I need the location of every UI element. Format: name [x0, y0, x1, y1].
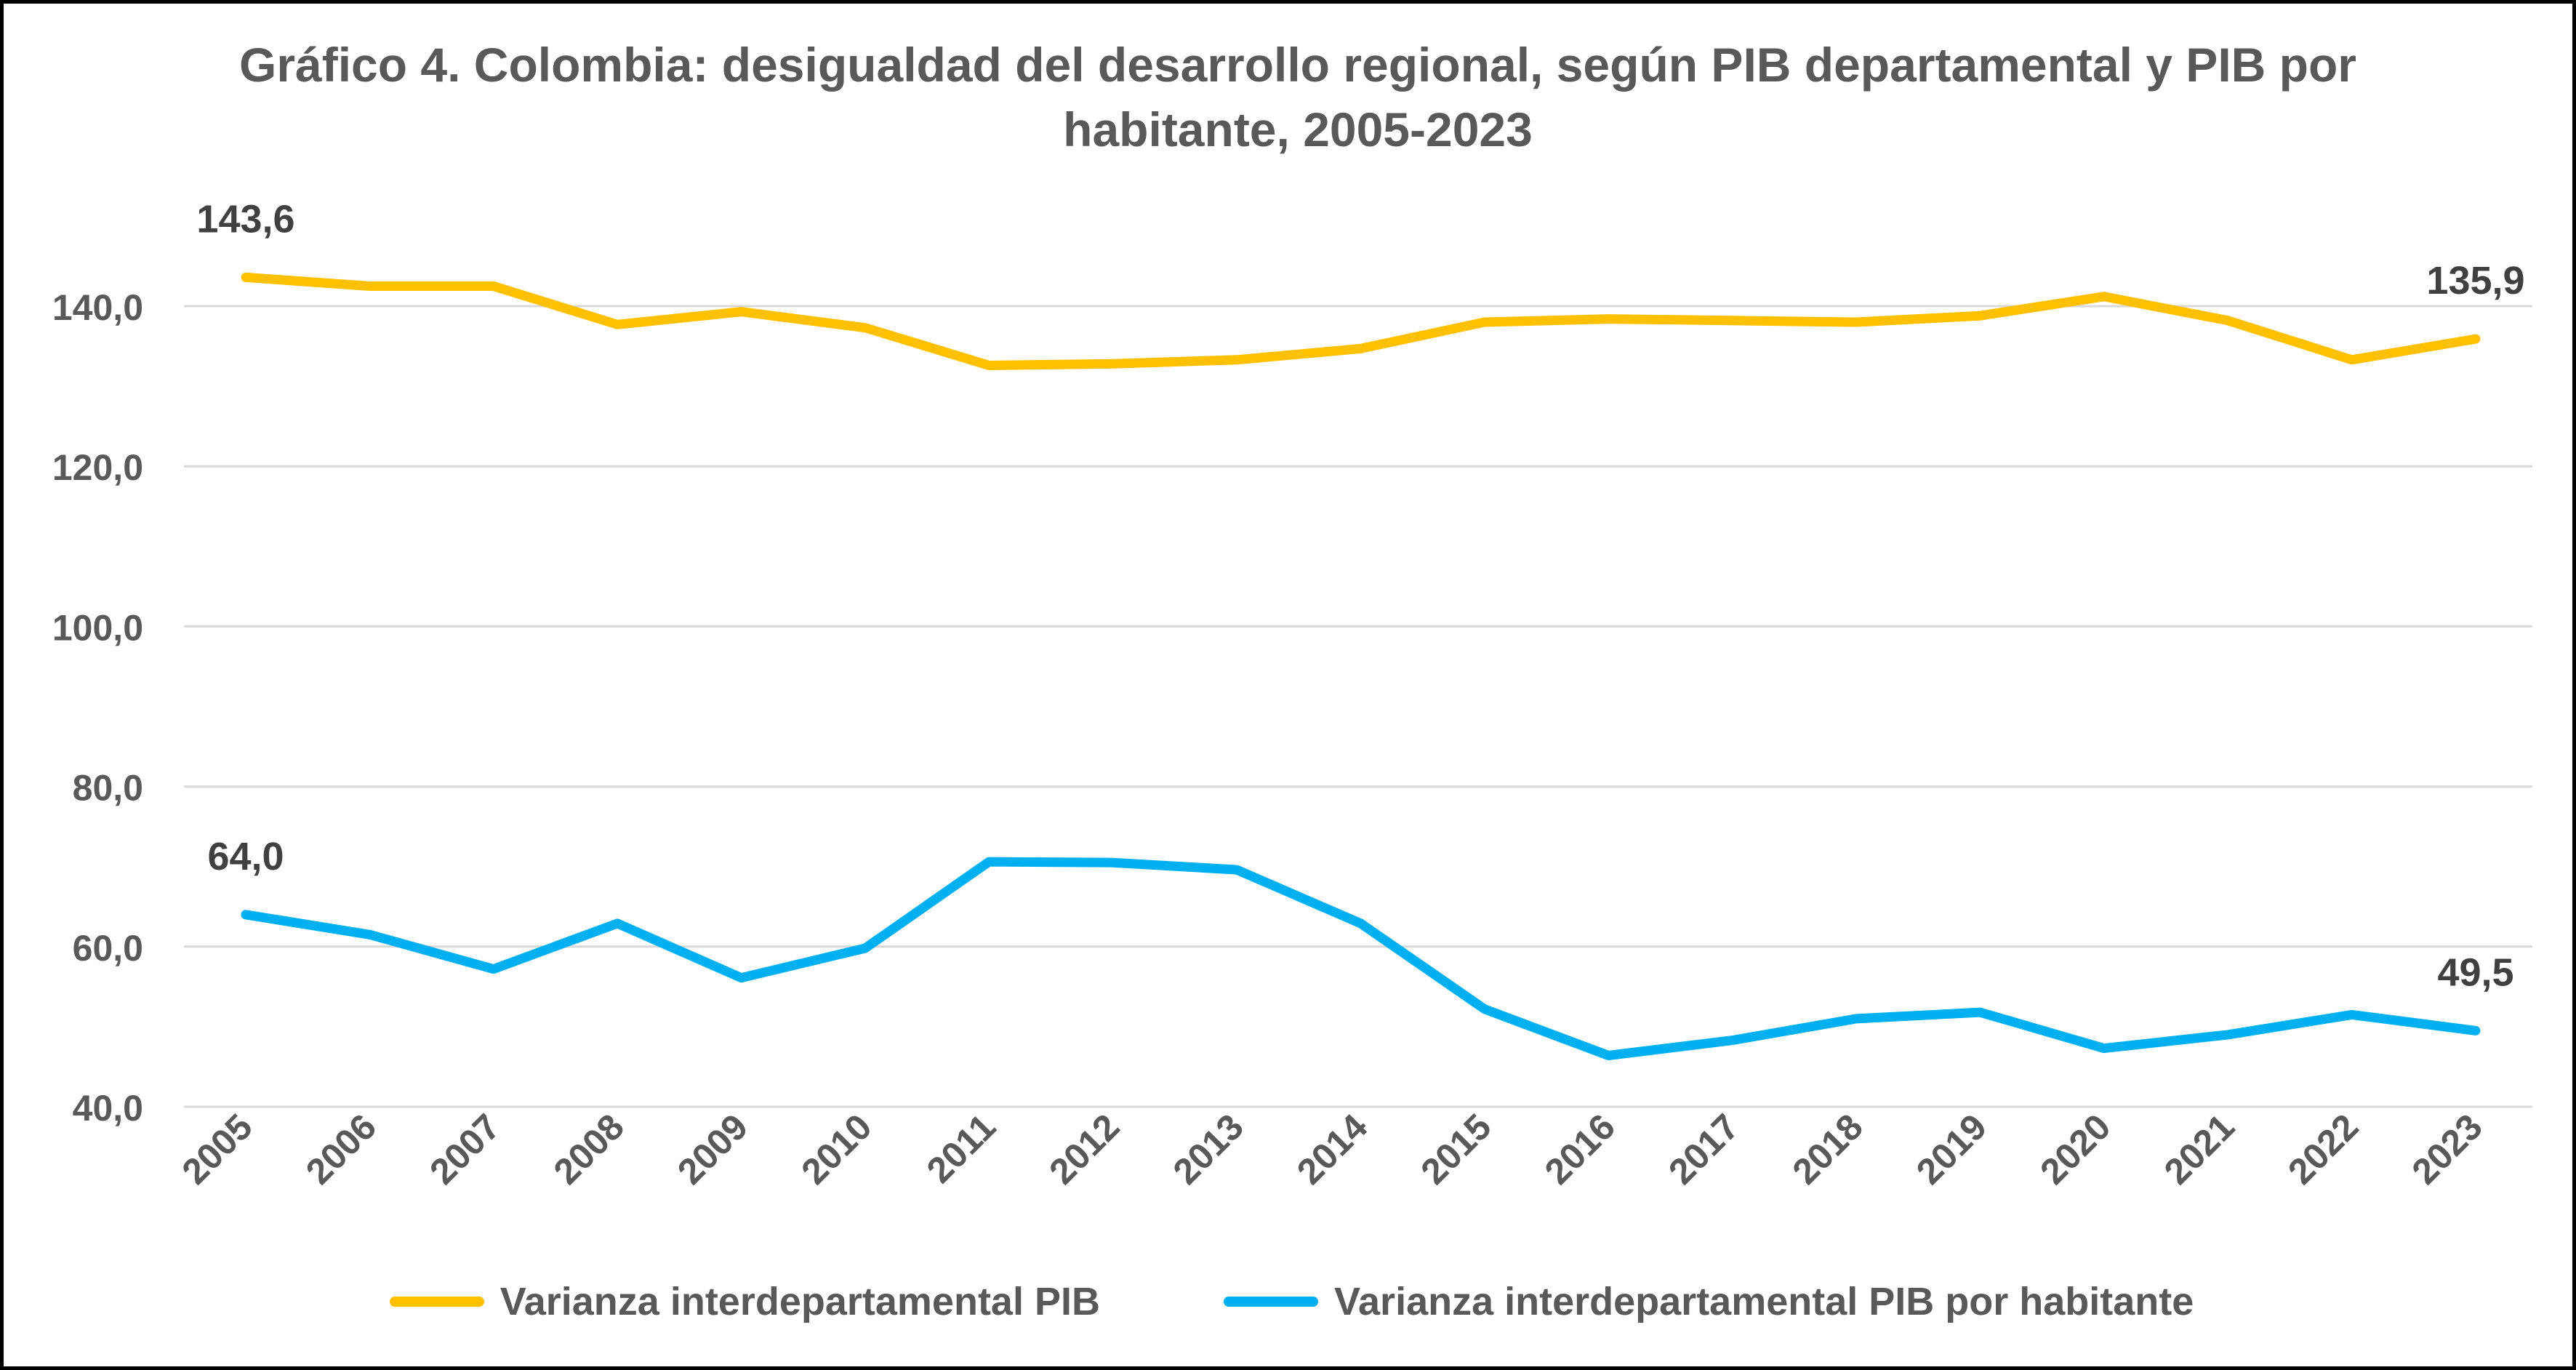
x-tick-label: 2019: [1909, 1106, 1994, 1192]
gridlines: [184, 305, 2532, 1108]
x-tick-label: 2008: [546, 1106, 632, 1192]
y-tick-label: 60,0: [73, 928, 143, 969]
x-axis-tick-labels: 2005 2006 2007 2008 2009 2010 2011 2012 2013 2014…: [174, 1106, 2490, 1192]
y-tick-label: 40,0: [73, 1088, 143, 1129]
legend-item-pib[interactable]: Varianza interdepartamental PIB: [389, 1279, 1100, 1324]
legend-swatch-pib: [389, 1297, 484, 1307]
line-chart: 40,0 60,0 80,0 100,0 120,0 140,0 2005 2006 2007…: [52, 197, 2532, 1192]
x-tick-label: 2021: [2156, 1106, 2242, 1192]
y-tick-label: 100,0: [52, 607, 143, 648]
x-tick-label: 2009: [670, 1106, 755, 1192]
legend: Varianza interdepartamental PIB Varianza…: [4, 1273, 2576, 1331]
y-tick-label: 140,0: [52, 287, 143, 328]
x-tick-label: 2013: [1165, 1106, 1251, 1192]
x-tick-label: 2007: [422, 1106, 507, 1192]
legend-label-pib: Varianza interdepartamental PIB: [499, 1280, 1100, 1323]
x-tick-label: 2014: [1289, 1106, 1375, 1192]
x-tick-label: 2011: [919, 1106, 1003, 1190]
legend-label-pib-habitante: Varianza interdepartamental PIB por habi…: [1333, 1280, 2194, 1323]
y-tick-label: 80,0: [73, 768, 143, 809]
x-tick-label: 2010: [793, 1106, 879, 1192]
series-lines: [241, 272, 2481, 1060]
data-label: 64,0: [207, 835, 284, 878]
x-tick-label: 2016: [1537, 1106, 1623, 1192]
x-tick-label: 2017: [1661, 1106, 1746, 1192]
data-label: 143,6: [196, 197, 294, 241]
legend-swatch-pib-habitante: [1223, 1297, 1318, 1307]
legend-item-pib-habitante[interactable]: Varianza interdepartamental PIB por habi…: [1223, 1279, 2194, 1324]
data-labels: 143,6 135,9 64,0 49,5: [196, 197, 2524, 994]
x-tick-label: 2012: [1041, 1106, 1127, 1192]
series-line-pib: [241, 272, 2481, 370]
data-label: 135,9: [2426, 259, 2524, 303]
data-label: 49,5: [2437, 950, 2513, 994]
chart-title: Gráfico 4. Colombia: desigualdad del des…: [239, 38, 2356, 157]
x-tick-label: 2006: [298, 1106, 384, 1192]
x-tick-label: 2018: [1785, 1106, 1871, 1192]
y-axis-tick-labels: 40,0 60,0 80,0 100,0 120,0 140,0: [52, 287, 143, 1129]
x-tick-label: 2023: [2404, 1106, 2490, 1192]
series-line-pib-habitante: [241, 857, 2481, 1060]
x-tick-label: 2022: [2280, 1106, 2366, 1192]
x-tick-label: 2015: [1413, 1106, 1498, 1192]
x-tick-label: 2005: [174, 1106, 260, 1192]
y-tick-label: 120,0: [52, 447, 143, 488]
x-tick-label: 2020: [2032, 1106, 2118, 1192]
